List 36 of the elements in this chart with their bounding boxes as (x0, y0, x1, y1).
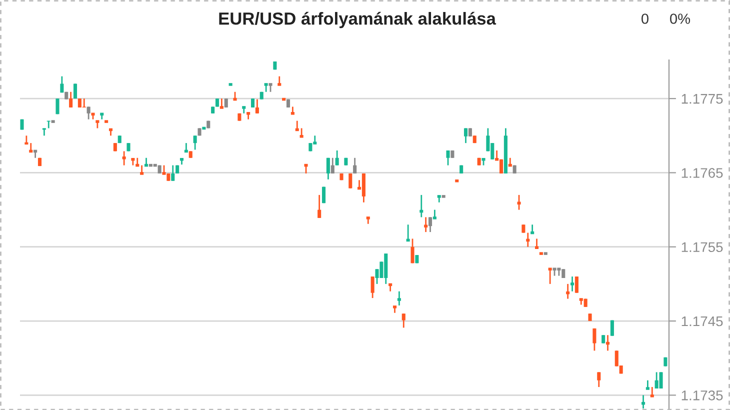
candlestick (73, 83, 78, 100)
candlestick (60, 76, 64, 94)
candlestick (499, 158, 504, 174)
candlestick (659, 371, 663, 390)
candlestick (592, 328, 596, 352)
y-tick-label: 1.1735 (682, 390, 723, 400)
candlestick (69, 91, 73, 108)
candlestick (410, 238, 414, 264)
y-tick-label: 1.1755 (682, 242, 723, 252)
candlestick (362, 172, 366, 204)
candlestick (56, 98, 60, 115)
candlestick (330, 157, 334, 174)
candlestick (335, 150, 339, 166)
candlestick (402, 312, 406, 328)
candlestick (82, 98, 86, 108)
candlestick (574, 276, 578, 294)
y-tick-label: 1.1765 (682, 168, 723, 178)
candlestick (318, 194, 322, 219)
candlestick (255, 98, 259, 114)
candlestick (86, 106, 90, 120)
chart-title: EUR/USD árfolyamának alakulása (219, 12, 496, 28)
candlestick (446, 150, 450, 166)
candlestick (193, 134, 197, 150)
candlestick (348, 172, 352, 189)
candlestick (171, 164, 175, 182)
text: 0% (670, 14, 690, 24)
candlestick (428, 216, 432, 233)
candlestick (370, 276, 374, 299)
text: 0 (642, 14, 648, 24)
candlestick (326, 157, 330, 180)
candlestick (597, 371, 601, 388)
candlestick (353, 157, 357, 174)
candlestick (464, 128, 468, 144)
y-tick-label: 1.1745 (682, 316, 723, 326)
y-tick-label: 1.1775 (682, 94, 723, 104)
candlestick (610, 320, 614, 337)
